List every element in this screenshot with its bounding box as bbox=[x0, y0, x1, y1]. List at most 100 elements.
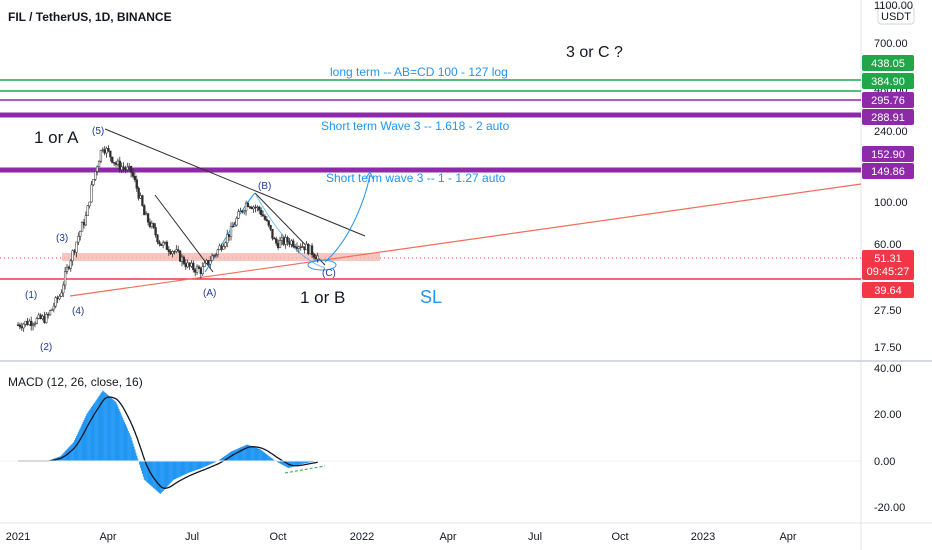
candle-body bbox=[316, 255, 319, 260]
macd-histogram-bar bbox=[116, 404, 118, 461]
time-axis[interactable]: 2021 Apr Jul Oct 2022 Apr Jul Oct 2023 A… bbox=[6, 531, 797, 543]
price-tick: 17.50 bbox=[874, 342, 902, 354]
macd-histogram-bar bbox=[145, 461, 147, 482]
macd-histogram-bar bbox=[267, 455, 269, 461]
macd-histogram-bar bbox=[181, 461, 183, 476]
price-pane[interactable] bbox=[0, 0, 860, 360]
macd-histogram-bar bbox=[165, 461, 167, 488]
candle-body bbox=[31, 324, 35, 326]
price-tick: 1100.00 bbox=[874, 0, 913, 12]
candle-body bbox=[201, 266, 204, 274]
macd-histogram-bar bbox=[132, 443, 134, 461]
macd-histogram-bar bbox=[115, 402, 117, 461]
macd-histogram-bar bbox=[133, 446, 135, 461]
descending-trendline-a[interactable] bbox=[154, 194, 214, 273]
macd-histogram-bar bbox=[221, 458, 223, 461]
macd-histogram-bar bbox=[249, 445, 251, 461]
macd-histogram-bar bbox=[175, 461, 177, 479]
macd-histogram-bar bbox=[124, 424, 127, 461]
candle-body bbox=[250, 207, 253, 210]
macd-histogram-bar bbox=[189, 461, 191, 473]
candle-body bbox=[62, 284, 65, 294]
candle-body bbox=[188, 262, 191, 267]
descending-trendline-c[interactable] bbox=[254, 192, 326, 266]
macd-histogram-bar bbox=[102, 390, 104, 461]
candle-body bbox=[190, 262, 193, 267]
macd-histogram-bar bbox=[96, 398, 98, 461]
candle-body bbox=[226, 234, 229, 244]
macd-histogram-bar bbox=[167, 461, 169, 486]
candle-body bbox=[207, 260, 210, 265]
macd-histogram-bar bbox=[283, 461, 285, 466]
macd-histogram-bar bbox=[140, 461, 142, 468]
macd-axis[interactable]: 40.00 20.00 0.00 -20.00 bbox=[874, 363, 905, 514]
support-zone[interactable] bbox=[62, 253, 380, 261]
macd-histogram-bar bbox=[222, 457, 224, 461]
macd-histogram-bar bbox=[123, 422, 126, 461]
candle-body bbox=[101, 149, 104, 151]
candle-body bbox=[171, 251, 174, 254]
macd-histogram-bar bbox=[140, 461, 143, 471]
price-axis[interactable]: 1100.00 700.00 480.00 240.00 100.00 60.0… bbox=[874, 0, 913, 354]
candle-body bbox=[284, 237, 287, 245]
macd-histogram-bar bbox=[113, 400, 115, 461]
candle-body bbox=[69, 260, 72, 269]
macd-histogram-bar bbox=[183, 461, 185, 475]
candle-body bbox=[314, 257, 317, 260]
macd-histogram-bar bbox=[193, 461, 195, 471]
macd-histogram-bar bbox=[170, 461, 172, 483]
badge-bg bbox=[862, 55, 914, 71]
wave-c-circle bbox=[307, 259, 337, 271]
candle-body bbox=[45, 314, 48, 323]
macd-histogram-bar bbox=[304, 461, 307, 464]
macd-histogram-bar bbox=[248, 445, 250, 461]
candlestick-series bbox=[16, 145, 319, 332]
macd-histogram-bar bbox=[136, 455, 138, 461]
candle-body bbox=[141, 195, 144, 206]
macd-histogram-bar bbox=[261, 450, 263, 461]
candle-body bbox=[122, 166, 125, 169]
candle-body bbox=[288, 241, 291, 245]
macd-histogram-bar bbox=[185, 461, 187, 475]
candle-body bbox=[297, 246, 301, 249]
symbol-title: FIL / TetherUS, 1D, BINANCE bbox=[8, 10, 172, 24]
macd-histogram-bar bbox=[293, 461, 295, 467]
candle-body bbox=[163, 241, 167, 244]
macd-histogram-bar bbox=[83, 420, 85, 461]
badge-bg bbox=[862, 282, 914, 298]
candle-body bbox=[195, 266, 199, 273]
macd-histogram-bar bbox=[144, 461, 146, 481]
candle-body bbox=[26, 320, 29, 326]
candle-body bbox=[173, 251, 176, 253]
macd-histogram-bar bbox=[73, 442, 75, 461]
annotation-1-or-b: 1 or B bbox=[300, 288, 345, 307]
macd-histogram-bar bbox=[143, 461, 145, 480]
projection-curve-up[interactable] bbox=[324, 174, 371, 263]
candle-body bbox=[282, 237, 285, 245]
macd-pane[interactable] bbox=[0, 362, 860, 522]
macd-histogram-bar bbox=[67, 448, 69, 461]
macd-histogram-bar bbox=[128, 433, 130, 461]
macd-histogram-bar bbox=[192, 461, 194, 472]
rising-trendline[interactable] bbox=[69, 183, 862, 297]
macd-histogram-bar bbox=[271, 458, 273, 461]
descending-trendline-major[interactable] bbox=[104, 128, 366, 237]
macd-histogram-bar bbox=[129, 435, 131, 461]
macd-histogram-bar bbox=[160, 461, 162, 493]
candle-body bbox=[82, 222, 86, 226]
price-tick: 100.00 bbox=[874, 197, 908, 209]
macd-histogram-bar bbox=[191, 461, 193, 472]
macd-histogram-bar bbox=[256, 448, 258, 461]
candle-body bbox=[269, 224, 272, 230]
candle-body bbox=[94, 171, 97, 180]
macd-histogram-bar bbox=[93, 402, 95, 461]
currency-button[interactable]: USDT bbox=[877, 6, 915, 25]
macd-histogram-bar bbox=[285, 461, 287, 467]
time-label: Oct bbox=[611, 531, 628, 543]
candle-body bbox=[261, 214, 265, 217]
macd-histogram-bar bbox=[153, 461, 155, 489]
wave-label-b: (B) bbox=[258, 181, 271, 192]
candle-body bbox=[210, 255, 214, 262]
macd-histogram-bar bbox=[159, 461, 161, 494]
candle-body bbox=[233, 224, 236, 227]
